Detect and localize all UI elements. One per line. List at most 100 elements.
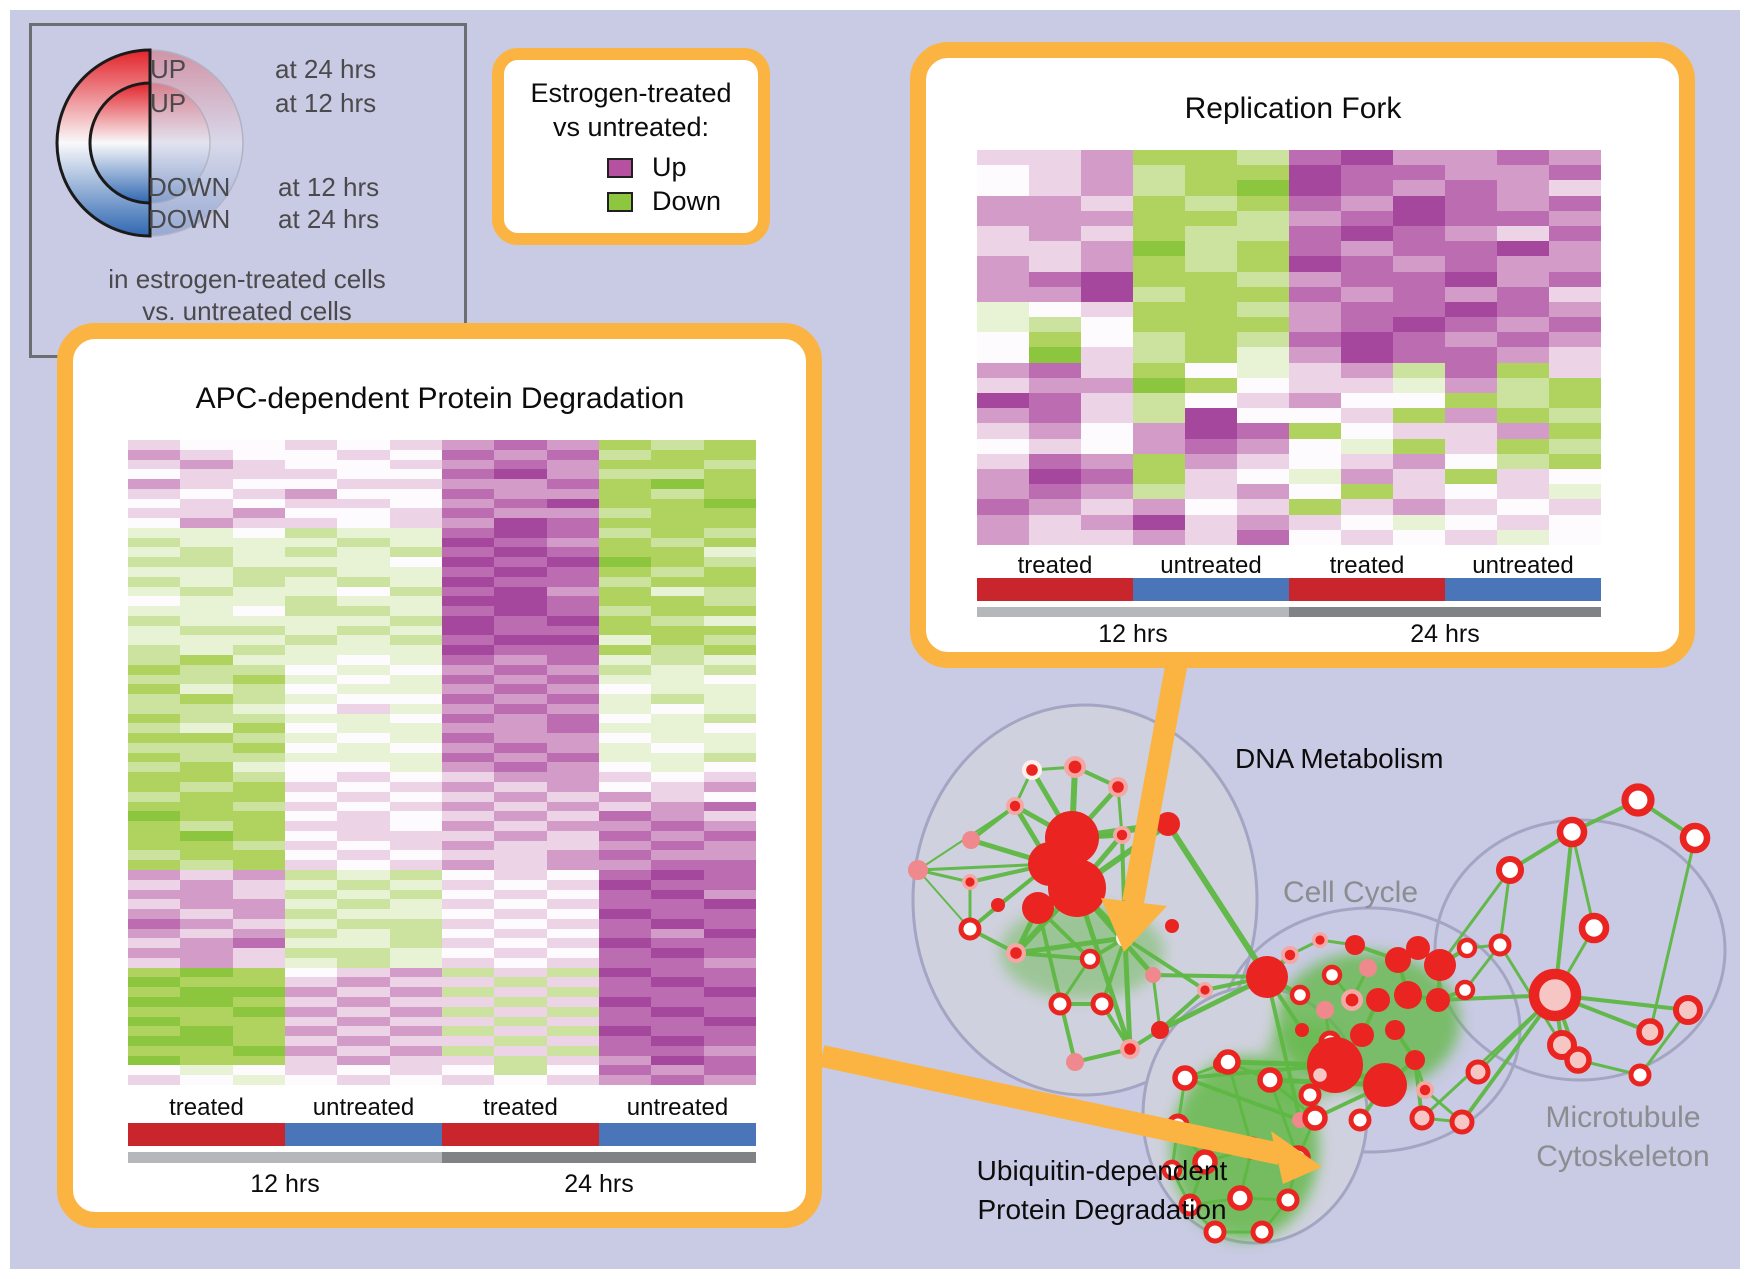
heatmap-cell <box>1289 210 1341 226</box>
heatmap-cell <box>1133 225 1185 242</box>
heatmap-cell <box>284 488 338 499</box>
heatmap-cell <box>1393 210 1445 226</box>
heatmap-cell <box>232 576 285 587</box>
heatmap-cell <box>232 596 285 607</box>
heatmap-cell <box>703 938 756 949</box>
heatmap-cell <box>128 967 181 978</box>
heatmap-cell <box>232 635 285 646</box>
heatmap-cell <box>337 684 390 695</box>
heatmap-cell <box>703 987 756 998</box>
network-node <box>1161 1159 1183 1181</box>
heatmap-cell <box>546 635 599 646</box>
heatmap-cell <box>232 694 285 704</box>
heatmap-cell <box>1549 408 1601 424</box>
heatmap-cell <box>128 645 181 655</box>
heatmap-cell <box>337 957 390 968</box>
heatmap-cell <box>232 654 285 665</box>
heatmap-cell <box>284 547 338 558</box>
heatmap-cell <box>284 889 338 900</box>
heatmap-cell <box>494 713 547 724</box>
heatmap-cell <box>546 879 599 890</box>
network-node <box>1276 1188 1300 1212</box>
heatmap-cell <box>703 469 756 480</box>
heatmap-cell <box>1549 301 1601 318</box>
heatmap-cell <box>232 1045 285 1056</box>
heatmap-cell <box>651 830 704 841</box>
heatmap-cell <box>128 830 181 841</box>
heatmap-cell <box>232 879 285 890</box>
legend-down-12-time: at 12 hrs <box>278 172 380 202</box>
heatmap-cell <box>284 557 338 568</box>
heatmap-cell <box>546 772 599 783</box>
heatmap-cell <box>494 684 547 695</box>
network-node <box>1578 912 1610 944</box>
heatmap-cell <box>703 733 756 743</box>
heatmap-cell <box>1133 377 1185 394</box>
heatmap-cell <box>546 918 599 929</box>
heatmap-cell <box>441 713 495 724</box>
heatmap-cell <box>128 948 181 958</box>
heatmap-cell <box>180 938 233 949</box>
heatmap-cell <box>284 821 338 831</box>
heatmap-cell <box>598 596 652 607</box>
heatmap-cell <box>1341 362 1393 378</box>
heatmap-cell <box>1133 514 1185 530</box>
heatmap-cell <box>232 479 285 489</box>
heatmap-cell <box>441 1026 495 1037</box>
heatmap-cell <box>1549 241 1601 257</box>
heatmap-cell <box>1289 362 1341 378</box>
heatmap-cell <box>441 469 495 480</box>
heatmap-cell <box>1237 332 1289 348</box>
heatmap-cell <box>128 723 181 734</box>
heatmap-cell <box>1185 408 1237 424</box>
heatmap-cell <box>977 529 1029 545</box>
heatmap-cell <box>232 440 285 450</box>
heatmap-cell <box>441 547 495 558</box>
network-edge <box>917 869 971 930</box>
heatmap-cell <box>494 1016 547 1027</box>
heatmap-cell <box>232 508 285 519</box>
heatmap-cell <box>1497 225 1549 242</box>
heatmap-cell <box>1133 210 1185 226</box>
heatmap-cell <box>703 459 756 470</box>
heatmap-cell <box>389 889 442 900</box>
heatmap-cell <box>1393 423 1445 439</box>
heatmap-cell <box>337 1026 390 1037</box>
heatmap-cell <box>977 210 1029 226</box>
heatmap-cell <box>977 286 1029 302</box>
heatmap-cell <box>1549 423 1601 439</box>
heatmap-cell <box>494 1065 547 1076</box>
heatmap-cell <box>180 997 233 1007</box>
heatmap-cell <box>128 469 181 480</box>
heatmap-cell <box>389 508 442 519</box>
heatmap-cell <box>598 938 652 949</box>
heatmap-cell <box>284 645 338 655</box>
heatmap-cell <box>337 1016 390 1027</box>
heatmap-cell <box>1393 195 1445 211</box>
heatmap-cell <box>389 811 442 822</box>
heatmap-cell <box>441 664 495 675</box>
heatmap-cell <box>337 723 390 734</box>
heatmap-cell <box>1497 241 1549 257</box>
heatmap-cell <box>651 850 704 861</box>
heatmap-cell <box>977 225 1029 242</box>
heatmap-cell <box>598 752 652 763</box>
heatmap-cell <box>494 772 547 783</box>
heatmap-cell <box>1393 150 1445 166</box>
heatmap-cell <box>651 801 704 812</box>
heatmap-cell <box>1393 286 1445 302</box>
heatmap-cell <box>703 703 756 714</box>
heatmap-cell <box>703 752 756 763</box>
heatmap-cell <box>546 459 599 470</box>
heatmap-cell <box>546 664 599 675</box>
heatmap-cell <box>703 879 756 890</box>
network-node <box>1426 988 1450 1012</box>
rf-group-untreated-24: untreated <box>1472 552 1574 579</box>
heatmap-cell <box>180 508 233 519</box>
heatmap-cell <box>1237 377 1289 394</box>
heatmap-cell <box>703 664 756 675</box>
heatmap-cell <box>128 1045 181 1056</box>
heatmap-cell <box>441 723 495 734</box>
heatmap-cell <box>494 567 547 577</box>
